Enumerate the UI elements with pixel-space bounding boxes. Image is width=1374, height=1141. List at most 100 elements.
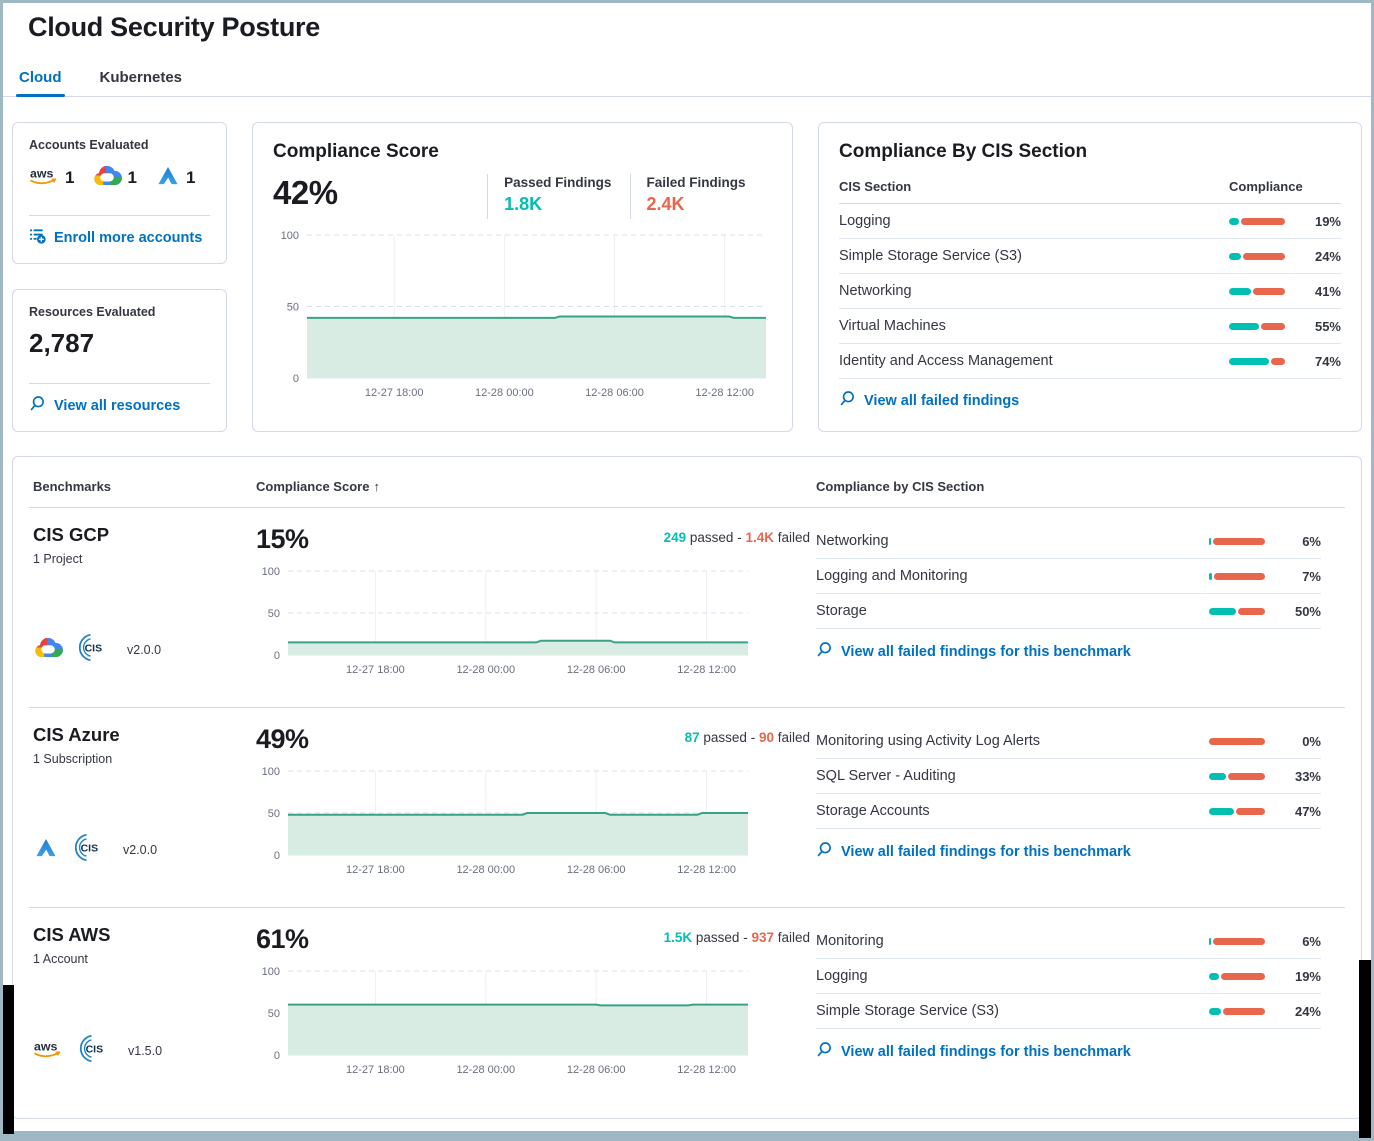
cis-section-label: Networking <box>816 533 889 549</box>
cis-section-row: Networking 41% <box>839 274 1341 309</box>
failed-bar-segment <box>1220 972 1265 980</box>
benchmark-sections-cell: Monitoring 6% Logging 19% Simple Storage Ser… <box>816 924 1345 1094</box>
svg-text:12-28 00:00: 12-28 00:00 <box>456 1064 515 1076</box>
compliance-bar <box>1209 537 1265 545</box>
passed-bar-segment <box>1229 287 1251 295</box>
benchmark-sections-cell: Networking 6% Logging and Monitoring 7% Stor… <box>816 524 1345 693</box>
cis-section-label: Monitoring <box>816 933 884 949</box>
svg-text:50: 50 <box>268 608 280 620</box>
passed-bar-segment <box>1229 357 1270 365</box>
benchmark-name: CIS GCP <box>33 524 110 545</box>
cis-section-label: Virtual Machines <box>839 318 946 334</box>
benchmark-info-cell: CIS GCP 1 Project CIS v2.0.0 <box>29 524 256 693</box>
cis-section-column-header: CIS Section <box>839 179 912 194</box>
passed-bar-segment <box>1229 322 1259 330</box>
svg-text:0: 0 <box>274 850 280 862</box>
compliance-bar <box>1209 937 1265 945</box>
failed-bar-segment <box>1236 807 1265 815</box>
divider <box>29 383 210 384</box>
svg-text:12-28 12:00: 12-28 12:00 <box>677 664 736 676</box>
svg-text:CIS: CIS <box>81 842 99 854</box>
accounts-evaluated-title: Accounts Evaluated <box>29 138 149 152</box>
compliance-score-card: Compliance Score 42% Passed Findings 1.8… <box>252 122 793 432</box>
compliance-percent: 33% <box>1294 768 1321 784</box>
view-failed-findings-label: View all failed findings for this benchm… <box>841 1043 1131 1060</box>
page-title: Cloud Security Posture <box>28 12 320 42</box>
view-failed-findings-for-benchmark-link[interactable]: View all failed findings for this benchm… <box>816 1029 1321 1062</box>
benchmark-version: v1.5.0 <box>128 1044 163 1058</box>
enroll-link-label: Enroll more accounts <box>54 229 203 246</box>
cis-benchmark-icon: CIS <box>76 631 108 669</box>
compliance-column-header: Compliance <box>1229 179 1303 194</box>
svg-text:0: 0 <box>274 1050 280 1062</box>
passed-bar-segment <box>1209 1007 1222 1015</box>
cis-section-label: Logging <box>816 968 868 984</box>
enroll-more-accounts-link[interactable]: Enroll more accounts <box>29 216 210 248</box>
overall-compliance-score: 42% <box>273 174 338 211</box>
failed-bar-segment <box>1243 252 1285 260</box>
compliance-percent: 6% <box>1302 933 1321 949</box>
svg-text:12-28 00:00: 12-28 00:00 <box>475 387 534 399</box>
view-failed-findings-label: View all failed findings for this benchm… <box>841 843 1131 860</box>
passed-bar-segment <box>1209 572 1212 580</box>
cis-table-header: CIS Section Compliance <box>839 179 1341 204</box>
benchmarks-table-header: Benchmarks Compliance Score ↑ Compliance … <box>29 469 1345 508</box>
cis-section-label: Monitoring using Activity Log Alerts <box>816 733 1041 749</box>
passed-failed-summary: 249 passed - 1.4K failed <box>663 530 810 545</box>
search-icon <box>816 841 833 862</box>
view-failed-findings-for-benchmark-link[interactable]: View all failed findings for this benchm… <box>816 829 1321 862</box>
cis-section-card-title: Compliance By CIS Section <box>839 141 1088 162</box>
cis-benchmark-icon: CIS <box>72 831 104 869</box>
benchmark-sections-cell: Monitoring using Activity Log Alerts 0% SQ… <box>816 724 1345 893</box>
compliance-score-column-header[interactable]: Compliance Score ↑ <box>256 479 816 494</box>
view-all-resources-link[interactable]: View all resources <box>29 384 210 416</box>
svg-text:100: 100 <box>262 566 280 578</box>
benchmarks-table-card: Benchmarks Compliance Score ↑ Compliance … <box>12 456 1362 1119</box>
view-all-failed-findings-link[interactable]: View all failed findings <box>839 379 1341 411</box>
cis-section-row: Virtual Machines 55% <box>839 309 1341 344</box>
compliance-percent: 47% <box>1294 803 1321 819</box>
search-icon <box>839 390 856 411</box>
failed-bar-segment <box>1240 217 1285 225</box>
screen-black-strip-right <box>1359 960 1371 1138</box>
sort-ascending-icon: ↑ <box>373 479 380 494</box>
compliance-bar <box>1209 737 1265 745</box>
account-count: 1 <box>65 168 75 187</box>
benchmark-version: v2.0.0 <box>123 843 158 857</box>
compliance-bar <box>1209 772 1265 780</box>
failed-findings-value[interactable]: 2.4K <box>646 194 685 214</box>
passed-count: 1.5K <box>663 930 693 945</box>
search-icon <box>816 1041 833 1062</box>
account-count: 1 <box>127 168 137 187</box>
benchmark-score-cell: 61% 1.5K passed - 937 failed 0 50 100 12-27 1… <box>256 924 816 1094</box>
passed-findings-value[interactable]: 1.8K <box>504 194 543 214</box>
cis-section-row: Simple Storage Service (S3) 24% <box>839 239 1341 274</box>
view-failed-findings-label: View all failed findings <box>864 392 1020 409</box>
failed-bar-segment <box>1213 572 1265 580</box>
svg-text:12-28 00:00: 12-28 00:00 <box>456 864 515 876</box>
search-icon <box>816 641 833 662</box>
compliance-bar <box>1229 217 1285 225</box>
compliance-percent: 41% <box>1314 283 1341 299</box>
tab-bar: Cloud Kubernetes <box>3 63 1371 97</box>
compliance-percent: 50% <box>1294 603 1321 619</box>
tab-kubernetes[interactable]: Kubernetes <box>99 69 183 86</box>
benchmark-version: v2.0.0 <box>127 643 162 657</box>
compliance-trend-chart: 0 50 100 12-27 18:00 12-28 00:00 12-28 06:00 1… <box>256 765 816 882</box>
failed-findings-label: Failed Findings <box>646 175 746 190</box>
svg-text:12-27 18:00: 12-27 18:00 <box>346 1064 405 1076</box>
cis-section-label: Simple Storage Service (S3) <box>839 248 1022 264</box>
passed-bar-segment <box>1209 807 1235 815</box>
passed-bar-segment <box>1209 537 1212 545</box>
resources-evaluated-card: Resources Evaluated 2,787 View all resou… <box>12 289 227 432</box>
svg-text:12-28 06:00: 12-28 06:00 <box>567 1064 626 1076</box>
cis-section-row: SQL Server - Auditing 33% <box>816 759 1321 794</box>
compliance-percent: 6% <box>1302 533 1321 549</box>
cis-section-row: Monitoring 6% <box>816 924 1321 959</box>
svg-text:50: 50 <box>268 808 280 820</box>
azure-logo-icon <box>33 836 59 864</box>
failed-bar-segment <box>1213 937 1265 945</box>
tab-cloud[interactable]: Cloud <box>16 63 65 97</box>
view-failed-findings-for-benchmark-link[interactable]: View all failed findings for this benchm… <box>816 629 1321 662</box>
